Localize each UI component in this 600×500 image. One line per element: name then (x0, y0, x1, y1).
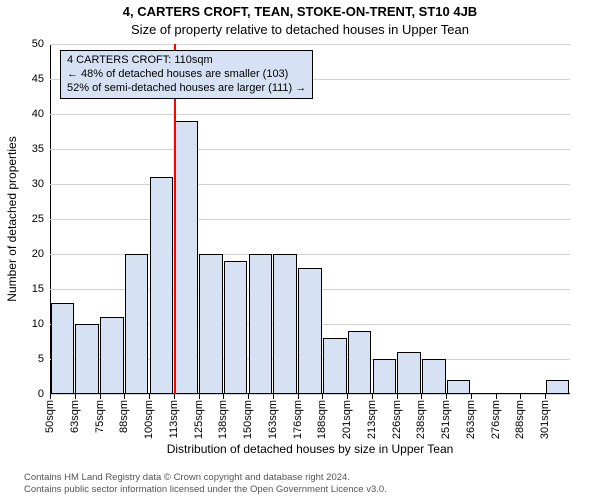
x-tick-label: 201sqm (341, 400, 353, 439)
annotation-line: ← 48% of detached houses are smaller (10… (67, 68, 306, 82)
y-tick-label: 50 (32, 38, 44, 50)
x-tick-mark (347, 394, 348, 399)
x-tick-mark (298, 394, 299, 399)
x-tick-label: 263sqm (465, 400, 477, 439)
x-tick-mark (223, 394, 224, 399)
x-tick-label: 50sqm (44, 400, 56, 433)
x-tick-mark (545, 394, 546, 399)
annotation-line: 4 CARTERS CROFT: 110sqm (67, 54, 306, 68)
y-tick-label: 0 (38, 388, 44, 400)
x-tick-mark (471, 394, 472, 399)
histogram-bar (447, 380, 471, 394)
x-tick-label: 288sqm (514, 400, 526, 439)
histogram-bar (51, 303, 75, 394)
chart-title-main: 4, CARTERS CROFT, TEAN, STOKE-ON-TRENT, … (0, 4, 600, 19)
x-tick-label: 100sqm (143, 400, 155, 439)
histogram-bar (150, 177, 174, 394)
x-tick-label: 75sqm (94, 400, 106, 433)
grid-line (50, 394, 570, 395)
y-tick-label: 25 (32, 213, 44, 225)
x-tick-label: 150sqm (242, 400, 254, 439)
x-tick-mark (273, 394, 274, 399)
x-tick-mark (496, 394, 497, 399)
x-tick-label: 238sqm (415, 400, 427, 439)
histogram-bar (373, 359, 397, 394)
x-tick-mark (149, 394, 150, 399)
x-tick-label: 251sqm (440, 400, 452, 439)
x-tick-label: 301sqm (539, 400, 551, 439)
x-tick-label: 63sqm (69, 400, 81, 433)
x-tick-label: 163sqm (267, 400, 279, 439)
footnote-line-2: Contains public sector information licen… (24, 484, 387, 496)
chart-title-sub: Size of property relative to detached ho… (0, 22, 600, 37)
x-tick-label: 226sqm (391, 400, 403, 439)
histogram-bar (323, 338, 347, 394)
x-tick-mark (124, 394, 125, 399)
x-tick-label: 125sqm (193, 400, 205, 439)
histogram-bar (125, 254, 149, 394)
x-tick-label: 276sqm (490, 400, 502, 439)
x-tick-label: 88sqm (118, 400, 130, 433)
histogram-bar (249, 254, 273, 394)
footnote-line-1: Contains HM Land Registry data © Crown c… (24, 472, 387, 484)
x-tick-mark (75, 394, 76, 399)
histogram-bar (174, 121, 198, 394)
x-tick-mark (372, 394, 373, 399)
y-tick-label: 20 (32, 248, 44, 260)
histogram-bar (397, 352, 421, 394)
histogram-bar (422, 359, 446, 394)
y-tick-label: 45 (32, 73, 44, 85)
x-tick-label: 213sqm (366, 400, 378, 439)
histogram-bar (298, 268, 322, 394)
histogram-bar (546, 380, 570, 394)
footnote: Contains HM Land Registry data © Crown c… (24, 472, 387, 496)
x-tick-label: 138sqm (217, 400, 229, 439)
annotation-box: 4 CARTERS CROFT: 110sqm← 48% of detached… (60, 50, 313, 99)
histogram-bar (348, 331, 372, 394)
y-tick-label: 5 (38, 353, 44, 365)
x-tick-mark (322, 394, 323, 399)
y-tick-label: 40 (32, 108, 44, 120)
x-tick-label: 113sqm (168, 400, 180, 438)
histogram-bar (273, 254, 297, 394)
chart-page: 4, CARTERS CROFT, TEAN, STOKE-ON-TRENT, … (0, 0, 600, 500)
x-tick-label: 176sqm (292, 400, 304, 439)
x-tick-mark (520, 394, 521, 399)
x-tick-mark (199, 394, 200, 399)
x-axis-title: Distribution of detached houses by size … (50, 442, 570, 456)
x-tick-mark (174, 394, 175, 399)
histogram-bar (199, 254, 223, 394)
y-tick-label: 30 (32, 178, 44, 190)
x-tick-mark (421, 394, 422, 399)
x-tick-mark (248, 394, 249, 399)
histogram-bar (100, 317, 124, 394)
x-tick-mark (50, 394, 51, 399)
histogram-bar (224, 261, 248, 394)
y-tick-label: 10 (32, 318, 44, 330)
x-tick-mark (100, 394, 101, 399)
y-axis-title: Number of detached properties (5, 136, 19, 301)
histogram-bar (75, 324, 99, 394)
x-tick-mark (446, 394, 447, 399)
plot-area: 0510152025303540455050sqm63sqm75sqm88sqm… (50, 44, 570, 394)
x-tick-mark (397, 394, 398, 399)
x-tick-label: 188sqm (316, 400, 328, 439)
y-tick-label: 35 (32, 143, 44, 155)
y-tick-label: 15 (32, 283, 44, 295)
annotation-line: 52% of semi-detached houses are larger (… (67, 82, 306, 96)
